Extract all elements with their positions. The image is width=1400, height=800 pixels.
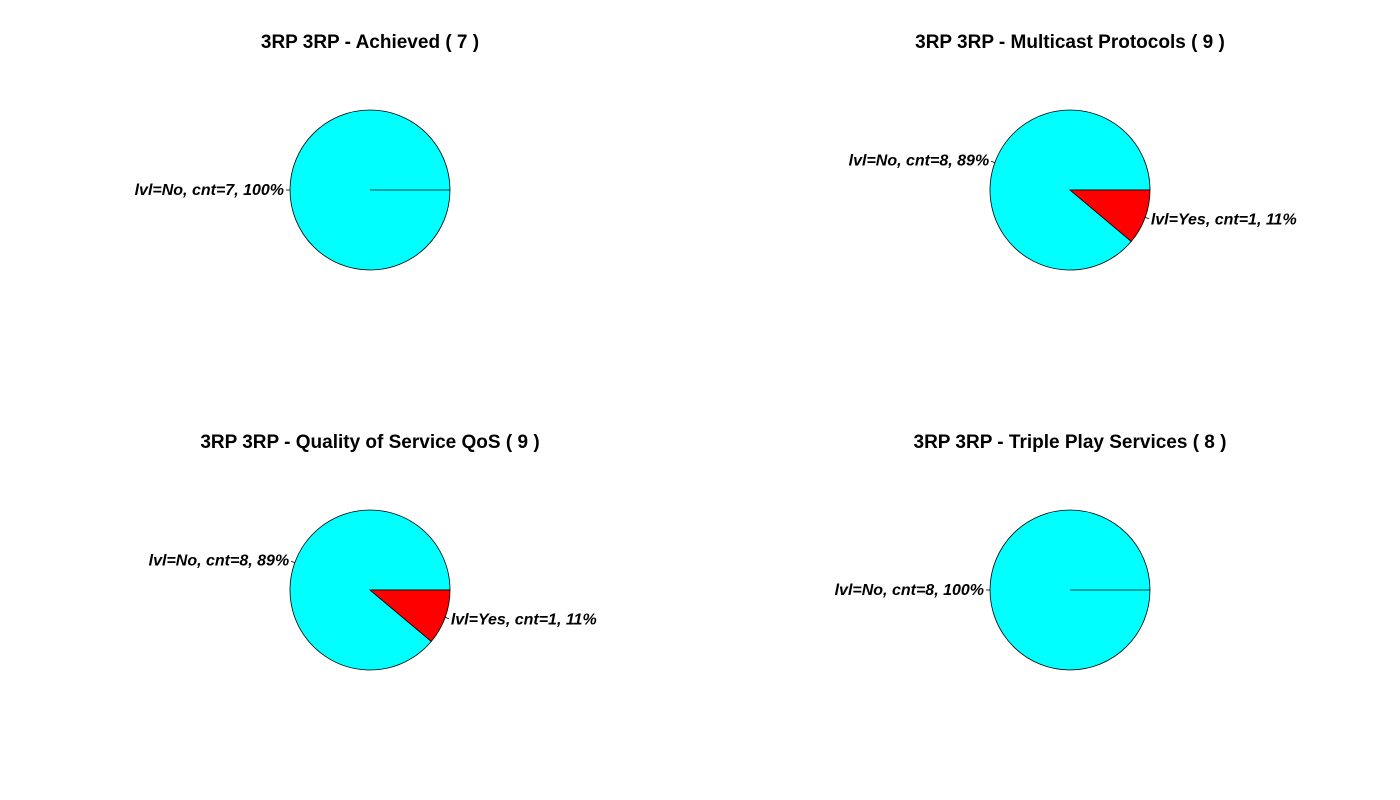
chart-title: 3RP 3RP - Triple Play Services ( 8 ) xyxy=(914,432,1227,453)
pie-panel-triple-play-services: 3RP 3RP - Triple Play Services ( 8 ) lvl… xyxy=(835,432,1227,671)
pie-panel-quality-of-service: 3RP 3RP - Quality of Service QoS ( 9 ) l… xyxy=(149,432,597,671)
slice-label: lvl=No, cnt=7, 100% xyxy=(135,182,284,199)
pie-slices: lvl=No, cnt=8, 100% xyxy=(835,509,1151,671)
slice-label: lvl=Yes, cnt=1, 11% xyxy=(451,611,597,628)
pie-slices: lvl=No, cnt=8, 89% lvl=Yes, cnt=1, 11% xyxy=(849,109,1297,271)
pie-slices: lvl=No, cnt=8, 89% lvl=Yes, cnt=1, 11% xyxy=(149,509,597,671)
slice-label: lvl=Yes, cnt=1, 11% xyxy=(1151,211,1297,228)
slice-label: lvl=No, cnt=8, 100% xyxy=(835,582,984,599)
chart-title: 3RP 3RP - Achieved ( 7 ) xyxy=(261,32,479,53)
chart-title: 3RP 3RP - Quality of Service QoS ( 9 ) xyxy=(200,432,539,453)
pie-slices: lvl=No, cnt=7, 100% xyxy=(135,109,451,271)
slice-label-tick xyxy=(990,160,995,164)
slice-label: lvl=No, cnt=8, 89% xyxy=(149,553,290,570)
slice-label: lvl=No, cnt=8, 89% xyxy=(849,153,990,170)
chart-title: 3RP 3RP - Multicast Protocols ( 9 ) xyxy=(915,32,1225,53)
slice-label-tick xyxy=(1145,216,1150,220)
pie-slice-yes xyxy=(1068,189,1151,242)
pie-panel-multicast-protocols: 3RP 3RP - Multicast Protocols ( 9 ) lvl=… xyxy=(849,32,1297,271)
pie-panel-achieved: 3RP 3RP - Achieved ( 7 ) lvl=No, cnt=7, … xyxy=(135,32,479,271)
slice-label-tick xyxy=(445,616,450,620)
slice-label-tick xyxy=(290,560,295,564)
